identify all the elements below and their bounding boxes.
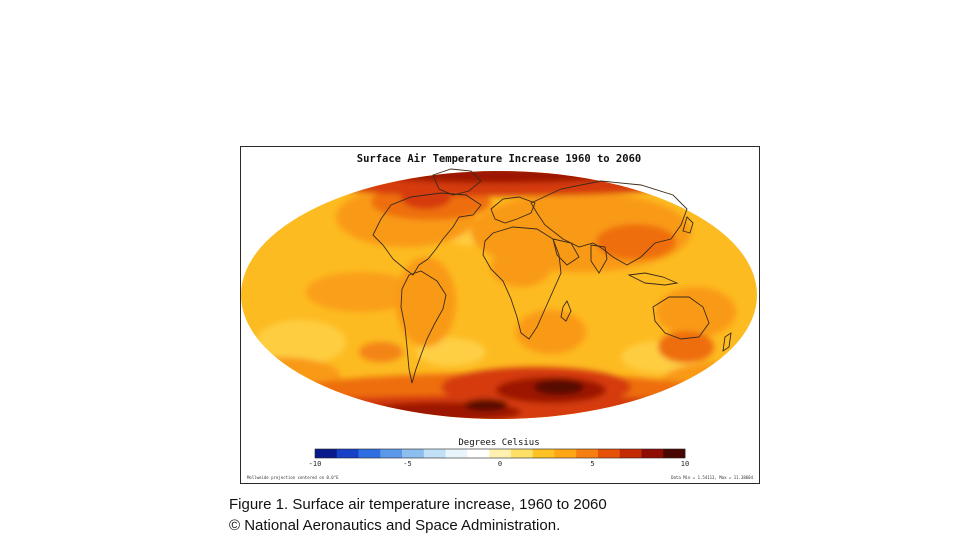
projection-note: Mollweide projection centered on 0.0°E: [247, 475, 339, 480]
japan-outline: [682, 216, 694, 234]
temperature-map-figure: Surface Air Temperature Increase 1960 to…: [240, 146, 760, 484]
australia-outline: [652, 296, 710, 340]
data-range-note: Data Min = 1.54113, Max = 11.38604: [671, 475, 753, 480]
indonesia-outline: [627, 272, 679, 286]
new-zealand-outline: [722, 332, 732, 352]
caption-line-1: Figure 1. Surface air temperature increa…: [229, 496, 607, 513]
legend-swatch: [380, 449, 403, 458]
legend-swatch: [489, 449, 512, 458]
legend-swatch: [510, 449, 533, 458]
legend-ticks: -10 -5 0 5 10: [309, 460, 690, 468]
legend-tick-label: 0: [498, 460, 502, 468]
legend-tick-label: 5: [590, 460, 594, 468]
map-canvas: Surface Air Temperature Increase 1960 to…: [241, 153, 757, 480]
legend-tick-label: 10: [681, 460, 689, 468]
north-america-outline: [372, 192, 482, 276]
greenland-outline: [432, 168, 482, 196]
legend-swatch: [663, 449, 686, 458]
legend-swatch: [576, 449, 599, 458]
legend-swatch: [423, 449, 446, 458]
coastlines: [372, 168, 732, 384]
madagascar-outline: [560, 300, 572, 322]
legend-swatch: [402, 449, 425, 458]
figure-caption: Figure 1. Surface air temperature increa…: [229, 494, 829, 536]
legend-swatch: [445, 449, 468, 458]
legend-swatch: [597, 449, 620, 458]
legend-swatch: [554, 449, 577, 458]
south-america-outline: [400, 270, 447, 384]
legend-tick-label: -10: [309, 460, 322, 468]
map-title: Surface Air Temperature Increase 1960 to…: [357, 153, 641, 165]
legend-color-bar: [314, 448, 686, 459]
legend-title: Degrees Celsius: [458, 438, 539, 448]
globe: [241, 168, 757, 419]
legend-tick-label: -5: [403, 460, 411, 468]
legend-swatch: [315, 449, 338, 458]
legend-frame: [314, 448, 686, 459]
africa-outline: [482, 226, 562, 340]
legend-swatch: [467, 449, 490, 458]
asia-outline: [530, 180, 688, 266]
europe-outline: [490, 196, 536, 224]
caption-line-2: © National Aeronautics and Space Adminis…: [229, 517, 561, 534]
arabia-outline: [552, 238, 580, 266]
legend-swatch: [641, 449, 664, 458]
legend-swatch: [358, 449, 381, 458]
india-outline: [590, 244, 608, 274]
legend-swatch: [532, 449, 555, 458]
legend-swatch: [619, 449, 642, 458]
legend-swatch: [336, 449, 359, 458]
